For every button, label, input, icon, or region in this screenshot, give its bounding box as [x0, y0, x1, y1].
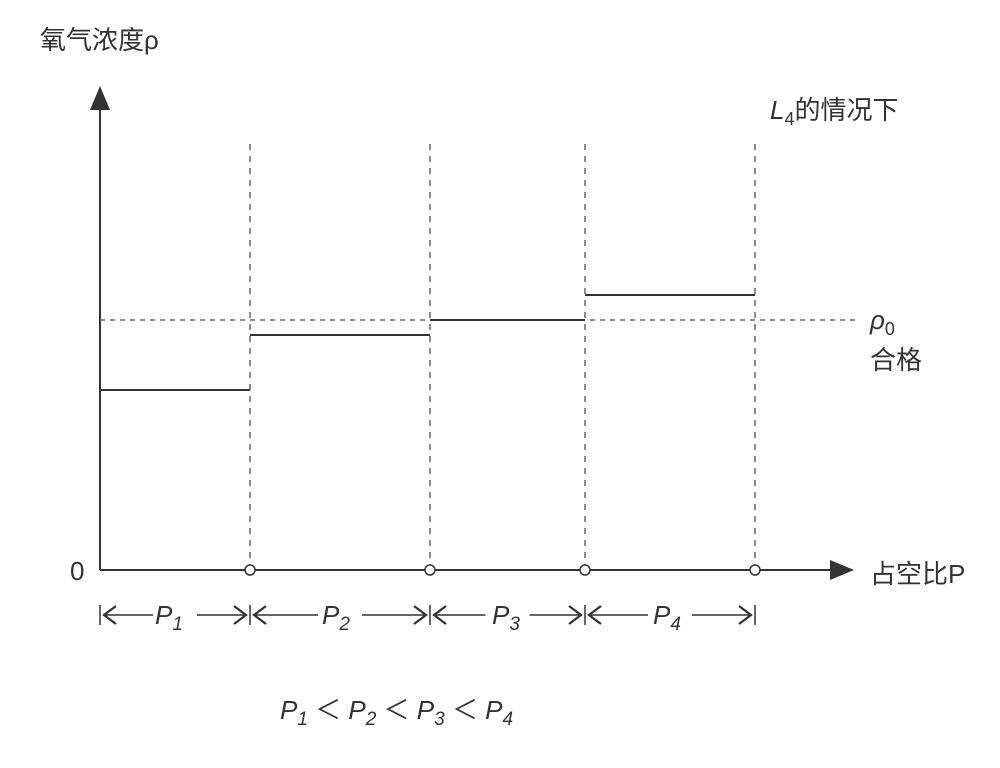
segment-label: P1 [155, 600, 183, 636]
y-axis-title: 氧气浓度ρ [40, 20, 159, 57]
rho0-label: ρ0 [870, 305, 895, 340]
x-axis-title: 占空比P [870, 554, 965, 591]
segment-label: P4 [653, 600, 681, 636]
inequality-formula: P1 ＜ P2 ＜ P3 ＜ P4 [280, 690, 513, 731]
segment-label: P3 [492, 600, 520, 636]
rho0-sublabel: 合格 [870, 340, 922, 377]
case-label: L4的情况下 [770, 90, 899, 130]
origin-label: 0 [70, 556, 84, 587]
segment-label: P2 [322, 600, 350, 636]
chart-container: 氧气浓度ρ 占空比P L4的情况下 ρ0 合格 0 P1 P2 P3 P4 P1… [0, 0, 1000, 768]
